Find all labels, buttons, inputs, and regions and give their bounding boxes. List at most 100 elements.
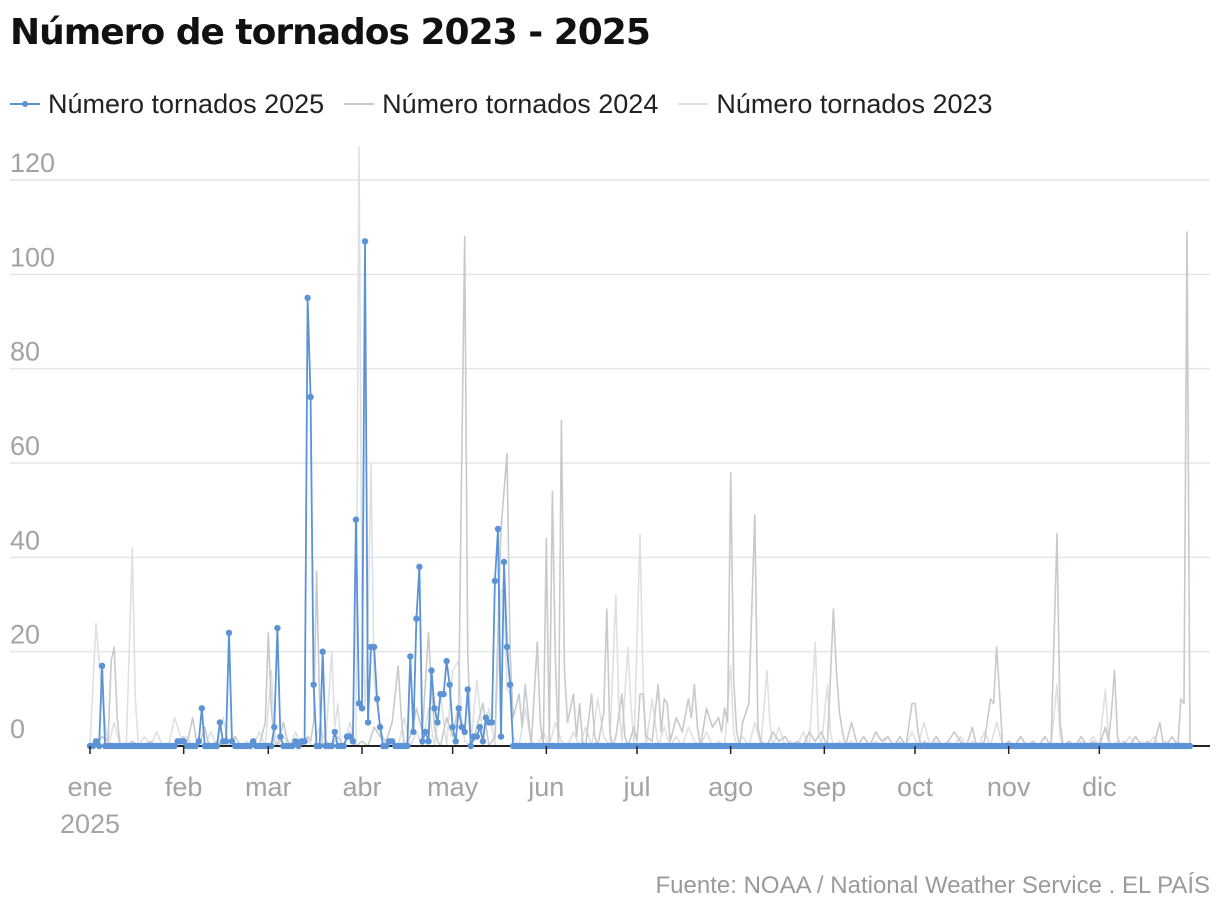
data-point-day-108 <box>410 728 417 736</box>
data-point-day-38 <box>198 705 205 712</box>
data-point-day-123 <box>455 705 462 712</box>
data-point-day-134 <box>488 719 496 726</box>
x-tick-label-dic: dic <box>1082 772 1117 802</box>
data-point-day-87 <box>346 733 354 740</box>
data-point-day-88 <box>349 738 357 745</box>
data-point-day-44 <box>216 719 224 726</box>
data-point-day-130 <box>476 723 483 731</box>
data-point-day-125 <box>461 728 468 736</box>
data-point-day-136 <box>494 525 502 533</box>
legend-label-2025: Número tornados 2025 <box>48 88 325 119</box>
y-tick-label-100: 100 <box>10 242 55 272</box>
data-point-day-97 <box>376 723 384 731</box>
data-point-day-110 <box>416 563 423 570</box>
data-point-day-129 <box>473 733 480 740</box>
data-point-day-124 <box>458 723 465 731</box>
data-point-day-70 <box>295 742 302 750</box>
x-tick-label-ene: ene <box>67 772 112 802</box>
y-tick-label-0: 0 <box>10 714 25 744</box>
data-point-day-121 <box>449 723 456 731</box>
data-point-day-73 <box>304 294 311 302</box>
data-point-day-77 <box>316 742 323 750</box>
y-tick-label-80: 80 <box>10 337 40 367</box>
y-tick-label-60: 60 <box>10 431 40 461</box>
x-tick-sublabel-2025: 2025 <box>60 809 120 839</box>
data-point-day-91 <box>358 705 366 712</box>
data-point-day-122 <box>452 738 459 745</box>
data-point-day-82 <box>331 728 338 736</box>
data-point-day-90 <box>355 700 363 707</box>
data-point-day-127 <box>467 742 474 750</box>
legend-item-2024[interactable]: Número tornados 2024 <box>344 89 658 120</box>
legend-item-2025[interactable]: Número tornados 2025 <box>10 89 324 120</box>
data-point-day-81 <box>328 742 335 750</box>
data-point-day-112 <box>422 728 429 736</box>
data-point-day-37 <box>195 738 202 745</box>
data-point-day-2 <box>89 742 97 750</box>
data-point-day-111 <box>419 738 426 745</box>
data-point-day-47 <box>225 629 233 636</box>
legend-label-2024: Número tornados 2024 <box>382 88 659 119</box>
chart-title: Número de tornados 2023 - 2025 <box>10 12 651 53</box>
x-tick-label-abr: abr <box>342 772 381 802</box>
data-point-day-32 <box>180 738 187 745</box>
data-point-day-63 <box>274 624 281 632</box>
data-point-day-69 <box>292 738 299 745</box>
data-point-day-75 <box>310 681 317 688</box>
x-tick-label-jul: jul <box>622 772 650 802</box>
chart-legend: Número tornados 2025 Número tornados 202… <box>10 86 1013 122</box>
data-point-day-99 <box>383 742 390 750</box>
data-point-day-72 <box>301 738 308 745</box>
data-point-day-93 <box>364 719 372 726</box>
data-point-day-101 <box>389 738 396 745</box>
data-point-day-74 <box>307 393 314 401</box>
data-point-day-365 <box>1186 742 1194 750</box>
legend-swatch-2023 <box>678 103 709 105</box>
data-point-day-107 <box>407 653 414 660</box>
legend-swatch-2025 <box>10 101 40 107</box>
legend-swatch-2024 <box>344 103 375 105</box>
y-tick-label-20: 20 <box>10 620 40 650</box>
data-point-day-5 <box>98 662 106 669</box>
x-tick-label-mar: mar <box>245 772 292 802</box>
data-point-day-61 <box>268 742 275 750</box>
x-tick-label-sep: sep <box>803 772 847 802</box>
data-point-day-106 <box>404 742 411 750</box>
data-point-day-62 <box>271 723 278 731</box>
data-point-day-140 <box>506 681 514 688</box>
x-tick-label-ago: ago <box>708 772 753 802</box>
data-point-day-119 <box>443 657 450 665</box>
data-point-day-3 <box>92 738 100 745</box>
legend-label-2023: Número tornados 2023 <box>716 88 993 119</box>
source-credit: Fuente: NOAA / National Weather Service … <box>655 872 1210 899</box>
data-point-day-109 <box>413 615 420 622</box>
data-point-day-64 <box>277 733 284 740</box>
data-point-day-137 <box>497 733 505 740</box>
data-point-day-78 <box>319 648 326 655</box>
data-point-day-48 <box>228 738 236 745</box>
data-point-day-29 <box>171 742 178 750</box>
x-tick-label-oct: oct <box>897 772 934 802</box>
x-tick-label-nov: nov <box>987 772 1031 802</box>
x-tick-label-may: may <box>427 772 479 802</box>
data-point-day-4 <box>95 742 103 750</box>
data-point-day-132 <box>482 714 490 721</box>
data-point-day-138 <box>500 558 508 566</box>
data-point-day-115 <box>431 705 438 712</box>
data-point-day-113 <box>425 738 432 745</box>
data-point-day-135 <box>491 577 499 585</box>
data-point-day-46 <box>222 738 230 745</box>
legend-item-2023[interactable]: Número tornados 2023 <box>678 88 993 120</box>
series-line-número-tornados-2025 <box>90 240 1190 747</box>
x-tick-label-jun: jun <box>527 772 564 802</box>
data-point-day-139 <box>503 643 511 651</box>
y-tick-label-120: 120 <box>10 148 55 178</box>
data-point-day-120 <box>446 681 453 688</box>
x-tick-label-feb: feb <box>165 772 203 802</box>
data-point-day-92 <box>361 238 369 245</box>
data-point-day-54 <box>247 742 254 750</box>
data-point-day-89 <box>352 516 360 523</box>
data-point-day-95 <box>370 643 378 651</box>
series-line-número-tornados-2024 <box>90 231 1191 747</box>
